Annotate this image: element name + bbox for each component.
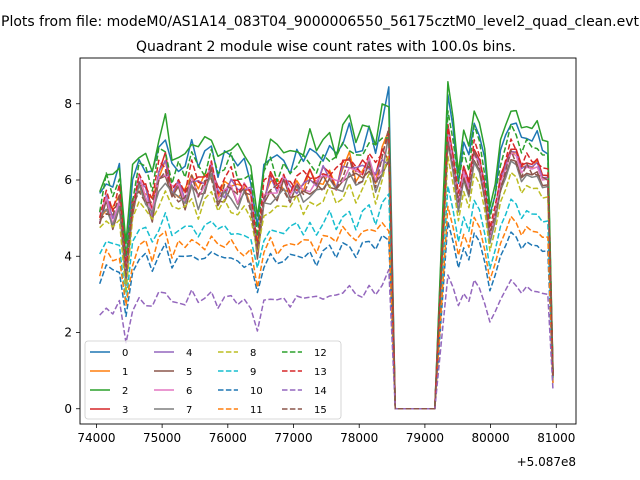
legend-label: 4	[186, 348, 192, 359]
series-line-15	[99, 126, 554, 410]
y-tick-label: 6	[64, 173, 72, 187]
y-axis: 0 2 4 6 8	[64, 97, 80, 416]
x-offset-label: +5.087e8	[517, 455, 576, 469]
legend-label: 1	[122, 367, 128, 378]
y-tick-label: 4	[64, 249, 72, 263]
x-axis: 74000 75000 76000 77000 78000 79000 80000 81000	[77, 424, 575, 445]
legend-label: 7	[186, 405, 192, 416]
legend-label: 3	[122, 405, 128, 416]
y-tick-label: 2	[64, 326, 72, 340]
series-line-9	[99, 185, 554, 410]
x-tick-label: 79000	[406, 431, 444, 445]
legend-label: 8	[250, 348, 256, 359]
legend-label: 15	[314, 405, 327, 416]
series-line-14	[99, 268, 554, 410]
legend-label: 0	[122, 348, 128, 359]
legend-label: 13	[314, 367, 327, 378]
y-tick-label: 0	[64, 402, 72, 416]
y-tick-label: 8	[64, 97, 72, 111]
series-layer	[98, 81, 554, 410]
x-tick-label: 77000	[274, 431, 312, 445]
series-line-12	[98, 110, 554, 410]
legend-label: 9	[250, 367, 256, 378]
series-line-8	[99, 150, 554, 410]
x-tick-label: 74000	[77, 431, 115, 445]
axes-title: Quadrant 2 module wise count rates with …	[136, 39, 516, 55]
x-tick-label: 80000	[472, 431, 510, 445]
series-line-11	[98, 205, 554, 410]
axes-frame	[79, 57, 577, 425]
legend-label: 11	[250, 405, 263, 416]
legend-label: 12	[314, 348, 327, 359]
legend-label: 5	[186, 367, 192, 378]
legend-frame	[84, 340, 342, 420]
x-tick-label: 76000	[209, 431, 247, 445]
legend-label: 6	[186, 386, 192, 397]
series-line-7	[99, 133, 554, 410]
x-tick-label: 75000	[143, 431, 181, 445]
series-line-2	[98, 81, 554, 410]
legend-label: 2	[122, 386, 128, 397]
series-line-13	[98, 126, 554, 410]
x-tick-label: 81000	[537, 431, 575, 445]
x-tick-label: 78000	[340, 431, 378, 445]
legend-label: 14	[314, 386, 327, 397]
legend-label: 10	[250, 386, 263, 397]
series-line-10	[98, 221, 554, 410]
figure-suptitle: Plots from file: modeM0/AS1A14_083T04_90…	[1, 14, 639, 30]
